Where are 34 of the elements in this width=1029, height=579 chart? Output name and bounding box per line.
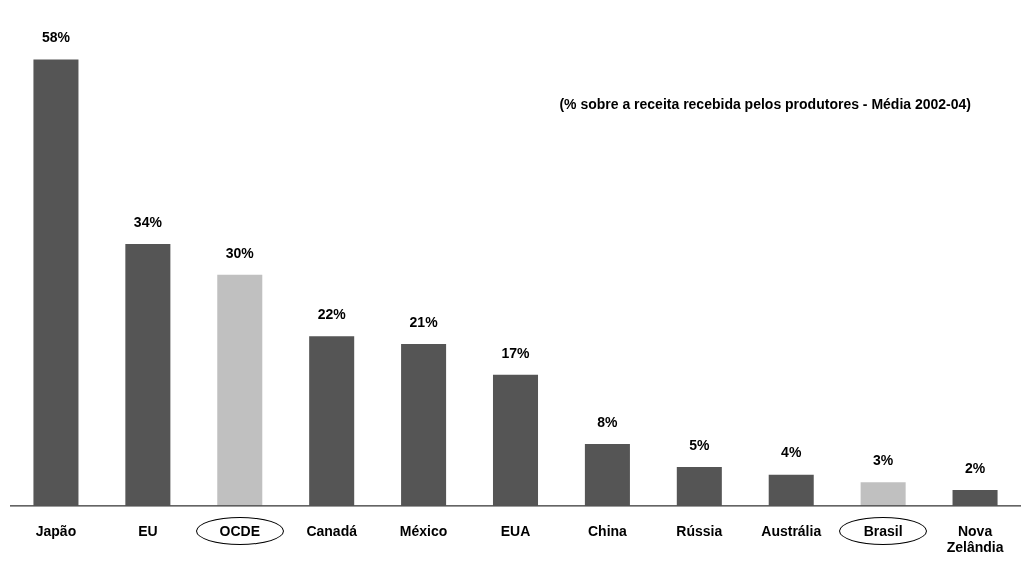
x-tick-label: Rússia: [676, 522, 723, 539]
x-tick-label: Japão: [35, 522, 77, 539]
bar: [492, 374, 539, 506]
data-label: 17%: [501, 344, 531, 361]
bar: [952, 490, 998, 506]
data-label: 5%: [689, 436, 710, 453]
x-tick-label: EU: [138, 522, 158, 539]
x-tick-label: Canadá: [306, 522, 358, 539]
data-label: 3%: [873, 452, 894, 469]
x-tick-label: OCDE: [219, 522, 260, 539]
data-label: 4%: [781, 444, 802, 461]
data-label: 34%: [133, 213, 163, 230]
bar: [125, 243, 171, 506]
bar: [584, 443, 630, 506]
x-tick-label: EUA: [500, 522, 531, 539]
x-tick-label: Austrália: [761, 522, 822, 539]
bar: [217, 274, 263, 506]
x-tick-label: Nova Zelândia: [946, 522, 1004, 556]
bar: [768, 474, 814, 506]
bar: [676, 466, 722, 506]
x-tick-label: China: [587, 522, 628, 539]
x-tick-label: Brasil: [863, 522, 903, 539]
data-label: 8%: [597, 413, 619, 430]
bar: [309, 336, 355, 506]
bar: [860, 482, 906, 506]
bar: [33, 59, 79, 506]
data-label: 22%: [317, 306, 347, 323]
data-label: 2%: [964, 459, 986, 476]
annotation: (% sobre a receita recebida pelos produtores - Média 2002-04): [559, 95, 971, 112]
bar: [401, 343, 447, 506]
data-label: 30%: [225, 244, 255, 261]
x-tick-label: México: [399, 522, 448, 539]
data-label: 58%: [41, 29, 71, 46]
data-label: 21%: [409, 313, 439, 330]
